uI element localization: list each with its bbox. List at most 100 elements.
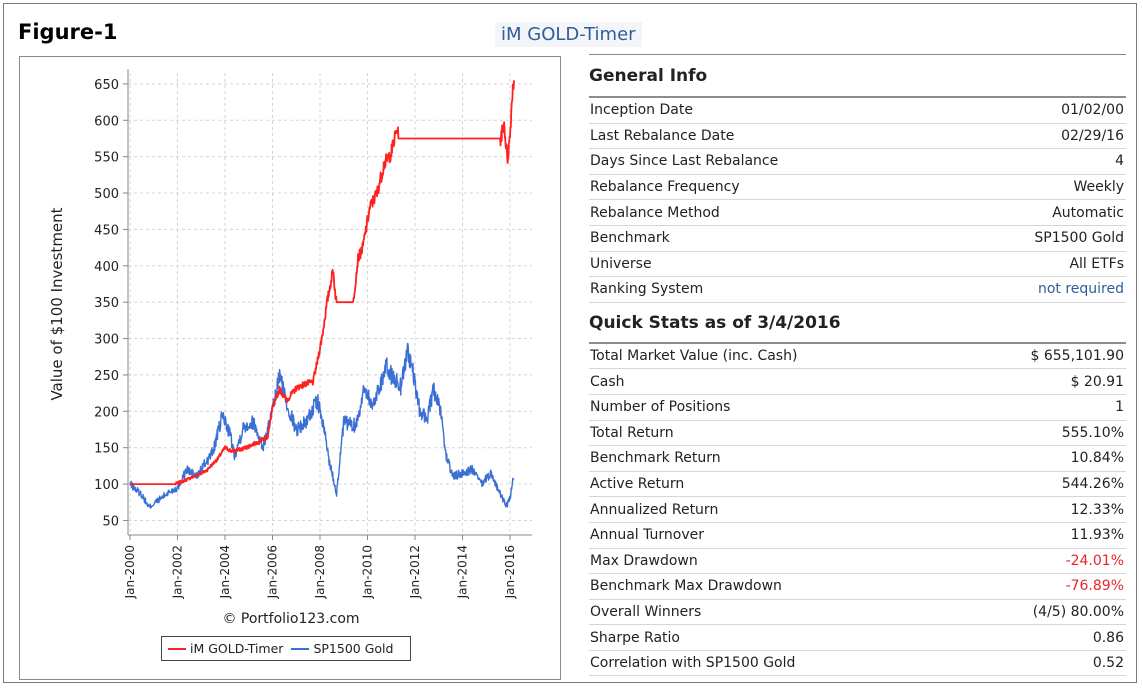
general-info-row-value: 01/02/00 (1061, 102, 1124, 119)
quick-stats-row-value: 1 (1115, 399, 1124, 416)
y-tick-label: 300 (94, 333, 119, 348)
legend-item-timer: iM GOLD-Timer (168, 641, 283, 656)
quick-stats-row-label: Total Return (590, 424, 674, 441)
general-info-row: Rebalance Method Automatic (589, 200, 1126, 226)
x-tick-label: Jan-2016 (503, 545, 517, 599)
quick-stats-row: Annual Turnover 11.93% (589, 523, 1126, 549)
quick-stats-row: Sharpe Ratio 0.86 (589, 625, 1126, 651)
quick-stats-row: Total Return 555.10% (589, 421, 1126, 447)
general-info-row-value: 02/29/16 (1061, 127, 1124, 144)
quick-stats-row: Correlation with SP1500 Gold 0.52 (589, 651, 1126, 677)
general-info-row-value: Automatic (1052, 204, 1124, 221)
x-tick-label: Jan-2004 (218, 545, 232, 599)
y-tick-label: 450 (94, 223, 119, 238)
general-info-row: Inception Date 01/02/00 (589, 98, 1126, 124)
quick-stats-row-value: -76.89% (1065, 578, 1124, 595)
general-info-row-value: Weekly (1073, 179, 1124, 196)
y-tick-label: 50 (102, 514, 119, 529)
y-axis-title: Value of $100 Investment (48, 207, 66, 400)
performance-chart: 50 100 150 200 250 300 350 400 450 500 550 600 650 Ja… (48, 69, 532, 599)
quick-stats-row-value: 0.52 (1092, 655, 1124, 672)
x-tick-label: Jan-2000 (123, 545, 137, 599)
quick-stats-row: Total Market Value (inc. Cash) $ 655,101.… (589, 344, 1126, 370)
x-tick-label: Jan-2008 (313, 545, 327, 599)
general-info-row: Benchmark SP1500 Gold (589, 226, 1126, 252)
quick-stats-row-label: Active Return (590, 476, 685, 493)
general-info-row-label: Inception Date (590, 102, 693, 119)
legend-label-timer: iM GOLD-Timer (190, 641, 284, 656)
y-tick-label: 500 (94, 187, 119, 202)
quick-stats-row-label: Overall Winners (590, 603, 702, 620)
quick-stats-row-value: $ 655,101.90 (1030, 348, 1124, 365)
y-tick-label: 650 (94, 78, 119, 93)
general-info-row-value: SP1500 Gold (1034, 230, 1124, 247)
quick-stats-row-value: 544.26% (1061, 476, 1124, 493)
figure-label: Figure-1 (18, 20, 118, 44)
x-tick-label: Jan-2012 (408, 545, 422, 599)
general-info-row-label: Benchmark (590, 230, 670, 247)
quick-stats-row-value: 12.33% (1070, 501, 1124, 518)
x-tick-label: Jan-2014 (456, 545, 470, 599)
quick-stats-row-label: Correlation with SP1500 Gold (590, 655, 796, 672)
legend-swatch-gold (291, 647, 310, 650)
y-tick-label: 100 (94, 478, 119, 493)
general-info-row: Rebalance Frequency Weekly (589, 175, 1126, 201)
quick-stats-row-label: Benchmark Max Drawdown (590, 578, 782, 595)
x-tick-label: Jan-2002 (171, 545, 185, 599)
general-info-row-label: Ranking System (590, 281, 704, 298)
general-info-row-value: All ETFs (1069, 255, 1124, 272)
quick-stats-row-label: Total Market Value (inc. Cash) (590, 348, 798, 365)
y-tick-label: 250 (94, 369, 119, 384)
x-tick-label: Jan-2006 (266, 545, 280, 599)
quick-stats-row-value: (4/5) 80.00% (1032, 603, 1124, 620)
quick-stats-row: Overall Winners (4/5) 80.00% (589, 600, 1126, 626)
quick-stats-row: Max Drawdown -24.01% (589, 549, 1126, 575)
general-info-row: Ranking System not required (589, 277, 1126, 303)
y-tick-label: 600 (94, 114, 119, 129)
quick-stats-row-label: Benchmark Return (590, 450, 721, 467)
general-info-section: General Info Inception Date 01/02/00 Last … (589, 55, 1126, 303)
quick-stats-row-value: 11.93% (1070, 527, 1124, 544)
general-info-row-label: Last Rebalance Date (590, 127, 735, 144)
legend-item-gold: SP1500 Gold (291, 641, 393, 656)
copyright-text: © Portfolio123.com (222, 611, 360, 627)
quick-stats-row-value: $ 20.91 (1070, 373, 1124, 390)
chart-legend: iM GOLD-Timer SP1500 Gold (161, 636, 411, 661)
quick-stats-section: Quick Stats as of 3/4/2016 Total Market … (589, 303, 1126, 677)
quick-stats-row: Annualized Return 12.33% (589, 497, 1126, 523)
x-tick-label: Jan-2010 (361, 545, 375, 599)
quick-stats-row-label: Annualized Return (590, 501, 719, 518)
general-info-row-value: 4 (1115, 153, 1124, 170)
quick-stats-row-value: 0.86 (1092, 629, 1124, 646)
general-info-row-label: Days Since Last Rebalance (590, 153, 779, 170)
general-info-row: Last Rebalance Date 02/29/16 (589, 124, 1126, 150)
quick-stats-row: Benchmark Max Drawdown -76.89% (589, 574, 1126, 600)
quick-stats-row-value: 10.84% (1070, 450, 1124, 467)
y-tick-label: 150 (94, 442, 119, 457)
quick-stats-row-value: 555.10% (1061, 424, 1124, 441)
ranking-system-link[interactable]: not required (1037, 281, 1124, 298)
chart-panel: 50 100 150 200 250 300 350 400 450 500 550 600 650 Ja… (19, 56, 561, 680)
quick-stats-row: Number of Positions 1 (589, 395, 1126, 421)
y-tick-label: 350 (94, 296, 119, 311)
quick-stats-row-value: -24.01% (1065, 552, 1124, 569)
timer-series-line (129, 80, 515, 486)
y-tick-label: 200 (94, 405, 119, 420)
legend-label-gold: SP1500 Gold (313, 641, 394, 656)
general-info-row-label: Rebalance Method (590, 204, 720, 221)
quick-stats-row-label: Max Drawdown (590, 552, 698, 569)
gold-series-line (129, 342, 515, 509)
general-info-title: General Info (589, 55, 1126, 98)
info-panel: General Info Inception Date 01/02/00 Last … (589, 54, 1126, 677)
quick-stats-title: Quick Stats as of 3/4/2016 (589, 303, 1126, 344)
general-info-row: Days Since Last Rebalance 4 (589, 149, 1126, 175)
quick-stats-row: Benchmark Return 10.84% (589, 446, 1126, 472)
quick-stats-row: Cash $ 20.91 (589, 369, 1126, 395)
app-title[interactable]: iM GOLD-Timer (495, 22, 642, 47)
general-info-row-label: Rebalance Frequency (590, 179, 740, 196)
quick-stats-row-label: Cash (590, 373, 625, 390)
top-divider (589, 54, 1126, 55)
y-tick-label: 400 (94, 260, 119, 275)
legend-swatch-timer (168, 647, 186, 650)
y-tick-label: 550 (94, 151, 119, 166)
